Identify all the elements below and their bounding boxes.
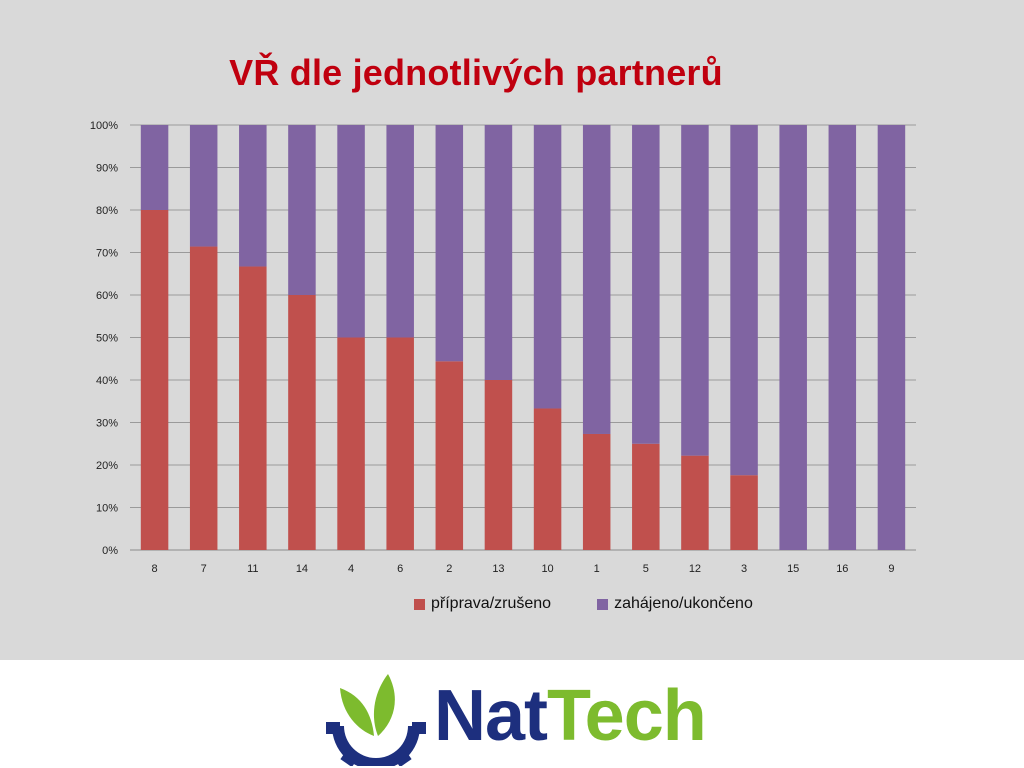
x-tick-label: 1: [594, 563, 600, 575]
x-tick-label: 2: [446, 563, 452, 575]
bar-segment-zahajeno: [681, 125, 709, 456]
bar-segment-priprava: [386, 337, 414, 550]
stacked-bar-chart: 0% 10% 20% 30% 40% 50% 60% 70% 80% 90% 100% 8 7 11 14 4…: [90, 120, 916, 575]
bar-segment-priprava: [632, 443, 660, 550]
x-tick-label: 3: [741, 563, 747, 575]
y-tick-label: 60%: [96, 290, 118, 302]
bar-segment-priprava: [337, 337, 365, 550]
bar-segment-priprava: [189, 246, 218, 551]
leaf-right-icon: [373, 674, 395, 736]
x-tick-label: 10: [541, 563, 553, 575]
y-tick-label: 30%: [96, 418, 118, 430]
gear-tooth-bottom: [369, 758, 383, 766]
bar-segment-zahajeno: [435, 125, 464, 362]
bar-segment-priprava: [239, 266, 267, 550]
x-tick-label: 12: [689, 563, 701, 575]
y-tick-label: 40%: [96, 375, 118, 387]
bar-segment-priprava: [730, 475, 758, 550]
brand-part-nat: Nat: [434, 676, 548, 756]
bar-segment-zahajeno: [582, 125, 611, 434]
y-tick-label: 50%: [96, 333, 118, 345]
bar-segment-zahajeno: [140, 125, 169, 210]
gear-tooth-bottom-right: [394, 750, 412, 766]
x-tick-label: 5: [643, 563, 649, 575]
bar-segment-priprava: [582, 433, 611, 550]
bars: [140, 125, 906, 551]
x-tick-label: 16: [836, 563, 848, 575]
bar-segment-zahajeno: [779, 125, 807, 550]
bar-segment-priprava: [681, 455, 709, 550]
x-tick-label: 9: [888, 563, 894, 575]
x-tick-label: 15: [787, 563, 799, 575]
legend-label-priprava: příprava/zrušeno: [431, 595, 552, 612]
y-tick-label: 80%: [96, 205, 118, 217]
y-tick-label: 20%: [96, 460, 118, 472]
bar-segment-zahajeno: [484, 125, 513, 380]
bar-segment-zahajeno: [288, 125, 316, 295]
x-tick-label: 14: [296, 563, 308, 575]
leaf-left-icon: [340, 688, 374, 736]
bar-segment-priprava: [288, 295, 316, 550]
bar-segment-zahajeno: [386, 125, 414, 338]
y-tick-label: 10%: [96, 503, 118, 515]
legend-entry-priprava: příprava/zrušeno: [414, 595, 551, 613]
nattech-logo-icon: [326, 674, 426, 766]
bar-segment-priprava: [140, 210, 169, 550]
legend-entry-zahajeno: zahájeno/ukončeno: [597, 595, 753, 613]
x-tick-label: 13: [492, 563, 504, 575]
axes: 0% 10% 20% 30% 40% 50% 60% 70% 80% 90% 100% 8 7 11 14 4…: [90, 120, 895, 575]
bar-segment-zahajeno: [337, 125, 365, 338]
x-tick-label: 8: [152, 563, 158, 575]
bar-segment-zahajeno: [730, 125, 758, 476]
x-tick-label: 7: [201, 563, 207, 575]
gear-tooth-left: [326, 722, 340, 734]
bar-segment-zahajeno: [828, 125, 857, 550]
bar-segment-priprava: [435, 361, 464, 550]
x-tick-label: 11: [247, 563, 258, 575]
x-tick-label: 4: [348, 563, 354, 575]
bar-segment-priprava: [484, 380, 513, 550]
gear-tooth-bottom-left: [340, 750, 358, 766]
bar-segment-zahajeno: [632, 125, 660, 444]
legend: příprava/zrušeno zahájeno/ukončeno: [414, 594, 753, 614]
legend-swatch-priprava: [414, 598, 425, 610]
y-tick-label: 0%: [102, 545, 118, 557]
y-tick-label: 70%: [96, 248, 118, 260]
gear-icon: [332, 726, 420, 766]
y-tick-label: 90%: [96, 163, 118, 175]
bar-segment-zahajeno: [239, 125, 267, 267]
legend-label-zahajeno: zahájeno/ukončeno: [614, 595, 753, 612]
gear-tooth-right: [412, 722, 426, 734]
brand-wordmark: NatTech: [434, 676, 707, 756]
bar-segment-priprava: [533, 408, 562, 550]
bar-segment-zahajeno: [189, 125, 218, 247]
bar-segment-zahajeno: [877, 125, 906, 550]
legend-swatch-zahajeno: [597, 598, 609, 610]
y-tick-label: 100%: [90, 120, 118, 132]
x-tick-label: 6: [397, 563, 403, 575]
chart-title: VŘ dle jednotlivých partnerů: [229, 52, 723, 93]
bar-segment-zahajeno: [533, 125, 562, 409]
brand-part-tech: Tech: [547, 676, 707, 756]
